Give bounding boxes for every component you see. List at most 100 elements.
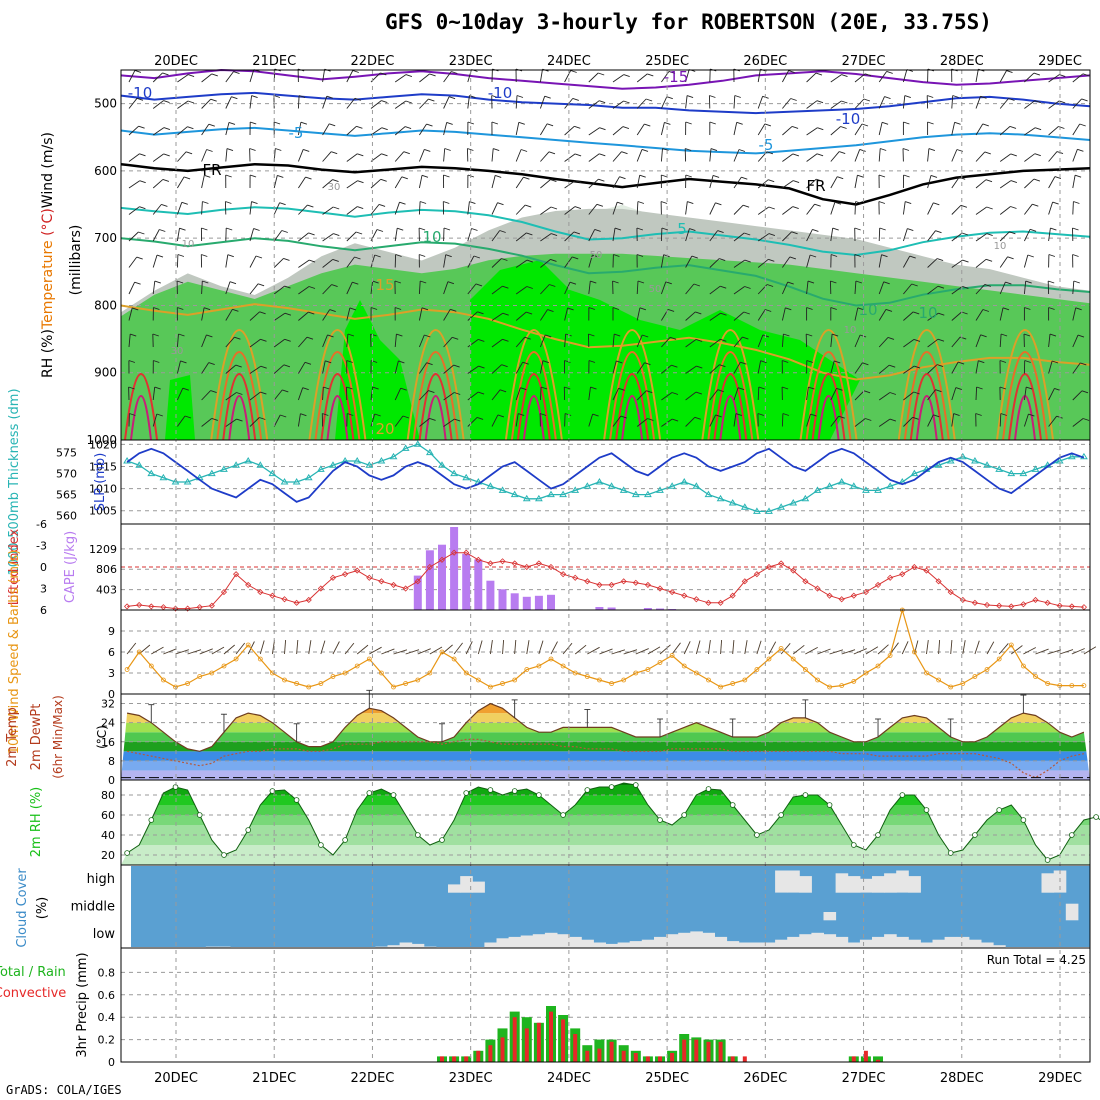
cloud-cover-bar [581, 939, 594, 948]
wind-barb [176, 254, 179, 268]
wind-barb [709, 364, 720, 374]
wind-barb [782, 126, 793, 136]
wind-barb [817, 127, 824, 131]
wind-barb [975, 96, 981, 109]
wind-barb [418, 175, 423, 189]
thickness-point [631, 490, 640, 498]
wind-barb [225, 418, 237, 427]
surface-wind-barb [587, 646, 600, 655]
wind-barb [419, 73, 430, 83]
lifted-index-point [814, 585, 821, 592]
temperature-tick-label: 32 [101, 698, 115, 711]
cloud-cover-bar [823, 912, 837, 921]
wind-barb [523, 176, 530, 180]
wind-barb [185, 151, 193, 155]
wind-barb [128, 125, 139, 136]
wind-barb [1048, 176, 1056, 189]
wind-barb [961, 311, 968, 315]
wind-barb [806, 127, 818, 136]
wind-barb [1048, 74, 1060, 83]
wind-barb [347, 333, 355, 337]
lifted-index-point [487, 560, 494, 567]
wind-barb [787, 281, 794, 285]
wind-barb [733, 95, 736, 109]
wind-barb [1081, 390, 1089, 394]
lifted-index-point [1032, 596, 1039, 604]
wind-barb [201, 307, 205, 321]
surface-temperature-contour [903, 351, 950, 441]
wind-barb [1024, 360, 1031, 363]
wind-barb [757, 233, 770, 242]
wind-barb [951, 286, 963, 295]
wind-barb [644, 362, 651, 366]
wind-barb [283, 364, 291, 368]
wind-barb [346, 360, 353, 363]
surface-temperature-contour [811, 373, 846, 441]
wind-barb [394, 74, 407, 83]
wind-barb [806, 307, 813, 310]
cloud-cover-bar [738, 942, 752, 948]
wind-barb [346, 282, 353, 295]
wind-barb [937, 285, 945, 289]
wind-barb [202, 280, 209, 284]
wind-barb [443, 96, 450, 109]
wind-barb [574, 125, 581, 129]
wind-barb [226, 148, 234, 152]
wind-barb [758, 386, 765, 390]
wind-barb [840, 126, 847, 129]
thickness-tick-label: 565 [56, 489, 77, 502]
wind-barb [564, 307, 569, 321]
dewpoint-series [126, 738, 1085, 779]
wind-barb [522, 361, 529, 365]
wind-barb [953, 413, 960, 417]
wind-barb [210, 98, 217, 102]
wind-barb [663, 254, 670, 258]
thickness-point [680, 478, 689, 485]
surface-temperature-contour [424, 395, 447, 441]
wind-barb [225, 364, 236, 374]
date-label-top: 26DEC [743, 54, 787, 69]
thickness-point [389, 452, 398, 460]
surface-temperature-contour [516, 373, 551, 441]
wind-barb [550, 258, 557, 262]
wind-barb [564, 153, 576, 162]
wind-barb [975, 284, 986, 295]
temperature-series [126, 702, 1085, 752]
wind-barb [129, 413, 136, 416]
wind-barb [1048, 388, 1055, 401]
cloud-cover-bar [799, 876, 812, 893]
precip-convective-bar [561, 1019, 566, 1062]
wind-barb [550, 179, 557, 183]
contour-label: -10 [128, 84, 153, 102]
wind-barb [986, 233, 993, 237]
lifted-index-point [862, 589, 869, 596]
wind-barb [709, 175, 714, 189]
wind-speed-point [233, 656, 239, 662]
wind-barb [564, 125, 575, 136]
wind-barb [1024, 100, 1036, 109]
wind-barb [588, 254, 593, 268]
wind-speed-point [512, 677, 518, 683]
wind-barb [766, 151, 774, 155]
thickness-point [353, 457, 362, 464]
rh-point [1020, 817, 1027, 823]
rh-shade-core [470, 260, 860, 440]
wind-barb [569, 281, 577, 285]
wind-barb [806, 153, 818, 162]
lifted-index-point [838, 596, 845, 603]
wind-barb [620, 415, 627, 419]
wind-barb [951, 413, 955, 427]
wind-speed-point [1081, 683, 1087, 688]
wind-barb [951, 336, 961, 348]
wind-barb [515, 122, 520, 136]
thickness-axis-label: 1000-500mb Thickness (dm) [7, 388, 22, 575]
wind-barb [201, 418, 213, 427]
thickness-point [583, 482, 592, 489]
wind-barb [862, 362, 869, 366]
wind-barb [1006, 70, 1013, 74]
lifted-index-point [438, 556, 446, 563]
wind-barb [421, 307, 429, 311]
wind-barb [572, 256, 579, 260]
wind-barb [249, 201, 252, 215]
wind-barb [636, 307, 641, 321]
